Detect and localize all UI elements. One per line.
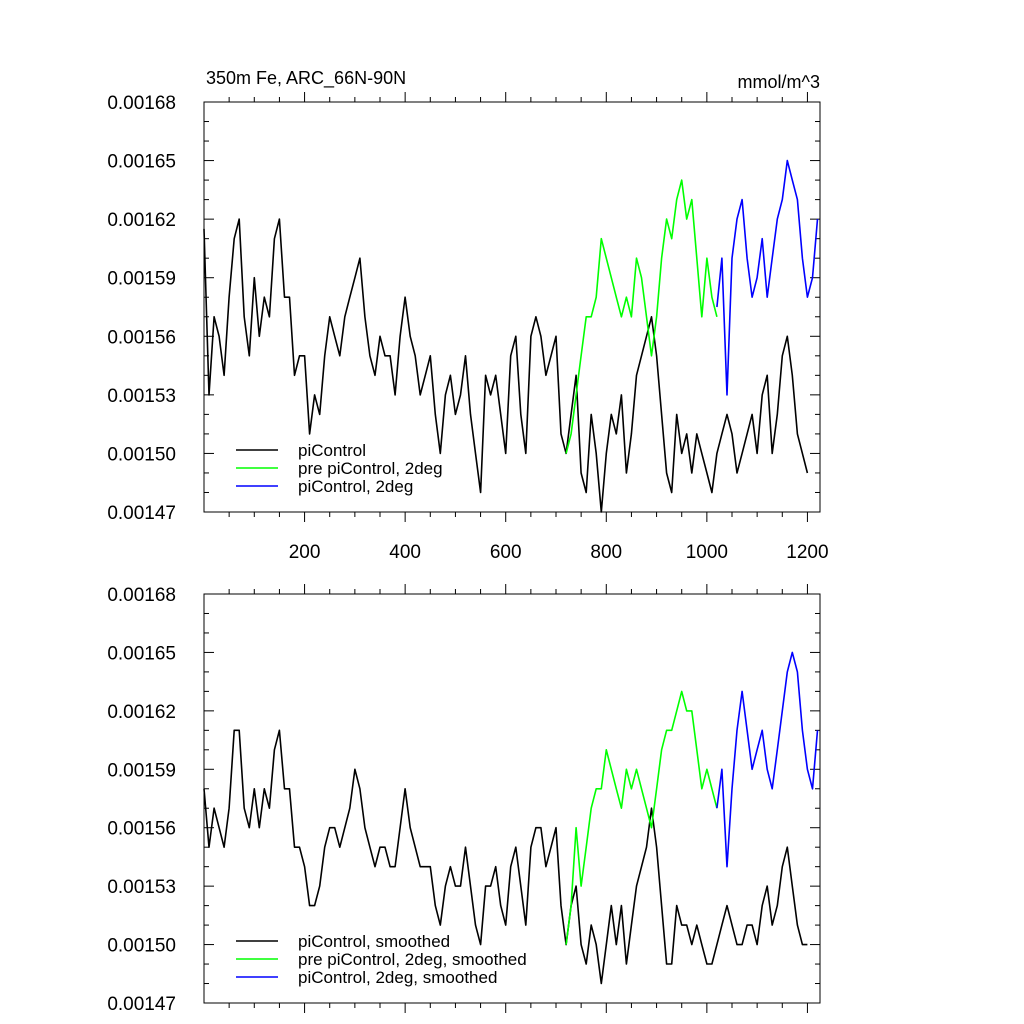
plot-frame (203, 593, 821, 1004)
legend-label: pre piControl, 2deg (298, 459, 443, 478)
y-tick-label: 0.00159 (107, 269, 176, 290)
y-tick-label: 0.00165 (107, 152, 176, 173)
y-tick-label: 0.00147 (107, 503, 176, 524)
series-line (716, 651, 819, 868)
bottom-panel: 0.00168 0.00165 0.00162 0.00159 0.00156 0.001… (107, 584, 821, 1015)
y-tick-label: 0.00168 (107, 93, 176, 114)
x-tick-label: 400 (389, 542, 421, 563)
legend-label: piControl, smoothed (298, 932, 450, 951)
x-tick-label: 1000 (686, 542, 728, 563)
legend-label: piControl (298, 441, 366, 460)
series-line (203, 218, 809, 513)
plot-frame (203, 101, 821, 513)
x-tick-label: 800 (590, 542, 622, 563)
series-line (565, 690, 718, 945)
x-tick-label: 600 (490, 542, 522, 563)
y-tick-label: 0.00153 (107, 877, 176, 898)
legend-label: piControl, 2deg (298, 477, 413, 496)
y-tick-label: 0.00150 (107, 936, 176, 957)
series-line (203, 729, 808, 985)
x-tick-label: 1200 (786, 542, 828, 563)
legend-label: pre piControl, 2deg, smoothed (298, 950, 527, 969)
chart-title-right: mmol/m^3 (738, 72, 820, 92)
series-line (565, 179, 718, 454)
y-tick-label: 0.00150 (107, 444, 176, 465)
top-panel: 0.00168 0.00165 0.00162 0.00159 0.00156 0.001… (107, 92, 829, 563)
chart-title-left: 350m Fe, ARC_66N-90N (206, 68, 406, 89)
y-tick-label: 0.00147 (107, 994, 176, 1015)
y-tick-label: 0.00156 (107, 327, 176, 348)
x-tick-label: 200 (289, 542, 321, 563)
series-line (716, 159, 819, 396)
legend-label: piControl, 2deg, smoothed (298, 968, 497, 987)
y-tick-label: 0.00159 (107, 760, 176, 781)
y-tick-label: 0.00162 (107, 210, 176, 231)
y-tick-label: 0.00156 (107, 819, 176, 840)
y-tick-label: 0.00153 (107, 386, 176, 407)
y-tick-label: 0.00165 (107, 643, 176, 664)
y-tick-label: 0.00168 (107, 585, 176, 606)
y-tick-label: 0.00162 (107, 702, 176, 723)
